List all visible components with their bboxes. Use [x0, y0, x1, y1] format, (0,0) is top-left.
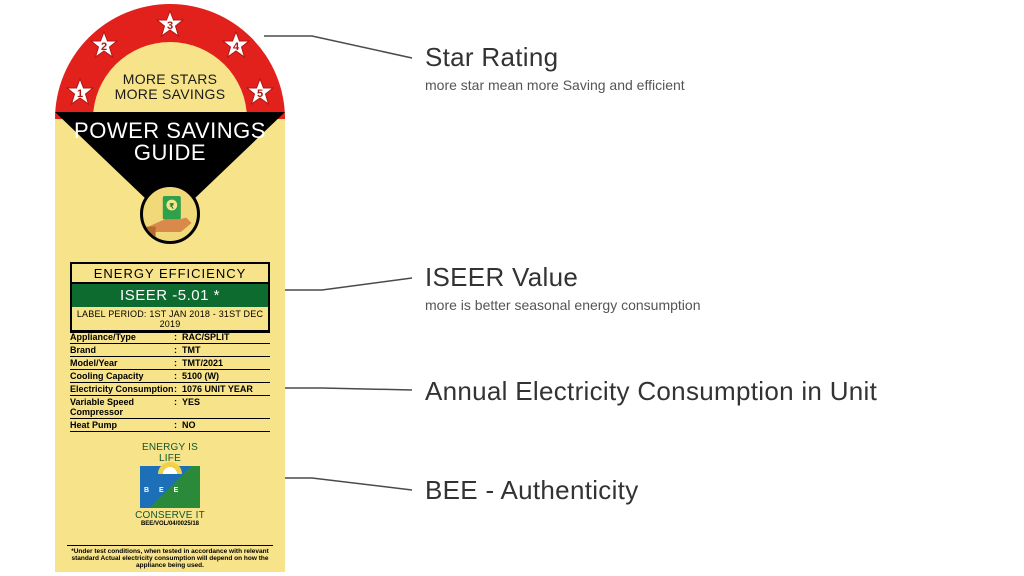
- footnote-text: *Under test conditions, when tested in a…: [67, 545, 273, 569]
- spec-value: RAC/SPLIT: [182, 332, 270, 342]
- spec-key: Cooling Capacity: [70, 371, 174, 381]
- spec-row: Model/Year:TMT/2021: [70, 357, 270, 370]
- spec-key: Brand: [70, 345, 174, 355]
- spec-table: Appliance/Type:RAC/SPLITBrand:TMTModel/Y…: [70, 330, 270, 432]
- tagline-line2: MORE SAVINGS: [55, 87, 285, 102]
- ee-header: ENERGY EFFICIENCY: [70, 262, 270, 284]
- star-icon: 4: [221, 31, 251, 61]
- callout-subtitle: more is better seasonal energy consumpti…: [425, 297, 985, 313]
- spec-key: Model/Year: [70, 358, 174, 368]
- callout: Star Rating more star mean more Saving an…: [425, 42, 985, 93]
- bee-star-label: 12345 MORE STARS MORE SAVINGS POWER SAVI…: [55, 4, 285, 572]
- bee-logo-graphic: B E E: [140, 466, 200, 508]
- spec-key: Appliance/Type: [70, 332, 174, 342]
- money-hand-icon: ₹: [140, 184, 200, 244]
- spec-row: Appliance/Type:RAC/SPLIT: [70, 330, 270, 344]
- star-icon: 3: [155, 10, 185, 40]
- spec-key: Heat Pump: [70, 420, 174, 430]
- bee-bottom-text: CONSERVE IT: [135, 510, 205, 521]
- title-line2: GUIDE: [55, 142, 285, 164]
- energy-efficiency-block: ENERGY EFFICIENCY ISEER -5.01 * LABEL PE…: [70, 262, 270, 333]
- bee-letters: B E E: [144, 487, 182, 494]
- spec-value: NO: [182, 420, 270, 430]
- svg-text:₹: ₹: [170, 202, 175, 211]
- tagline-line1: MORE STARS: [55, 72, 285, 87]
- spec-key: Electricity Consumption: [70, 384, 174, 394]
- spec-value: TMT/2021: [182, 358, 270, 368]
- iseer-value: ISEER -5.01 *: [70, 284, 270, 307]
- bee-logo: ENERGY IS LIFE B E E CONSERVE IT BEE/VOL…: [135, 442, 205, 527]
- spec-key: Variable Speed Compressor: [70, 397, 174, 417]
- spec-value: 1076 UNIT YEAR: [182, 384, 270, 394]
- spec-row: Electricity Consumption:1076 UNIT YEAR: [70, 383, 270, 396]
- spec-row: Variable Speed Compressor:YES: [70, 396, 270, 419]
- infographic-stage: 12345 MORE STARS MORE SAVINGS POWER SAVI…: [0, 0, 1024, 576]
- callout: ISEER Value more is better seasonal energ…: [425, 262, 985, 313]
- callout: BEE - Authenticity: [425, 475, 985, 506]
- callout-title: Star Rating: [425, 42, 985, 73]
- bee-top-text: ENERGY IS LIFE: [135, 442, 205, 464]
- bee-code: BEE/VOL/04/0025/18: [135, 521, 205, 527]
- callout-title: Annual Electricity Consumption in Unit: [425, 376, 985, 407]
- spec-value: 5100 (W): [182, 371, 270, 381]
- spec-row: Brand:TMT: [70, 344, 270, 357]
- star-number: 2: [89, 31, 119, 61]
- callout-subtitle: more star mean more Saving and efficient: [425, 77, 985, 93]
- more-stars-tagline: MORE STARS MORE SAVINGS: [55, 72, 285, 102]
- power-savings-title: POWER SAVINGS GUIDE: [55, 120, 285, 164]
- spec-row: Cooling Capacity:5100 (W): [70, 370, 270, 383]
- callout-title: ISEER Value: [425, 262, 985, 293]
- star-number: 4: [221, 31, 251, 61]
- callout: Annual Electricity Consumption in Unit: [425, 376, 985, 407]
- star-number: 3: [155, 10, 185, 40]
- spec-value: YES: [182, 397, 270, 417]
- star-icon: 2: [89, 31, 119, 61]
- spec-value: TMT: [182, 345, 270, 355]
- spec-row: Heat Pump:NO: [70, 419, 270, 432]
- callout-title: BEE - Authenticity: [425, 475, 985, 506]
- title-line1: POWER SAVINGS: [55, 120, 285, 142]
